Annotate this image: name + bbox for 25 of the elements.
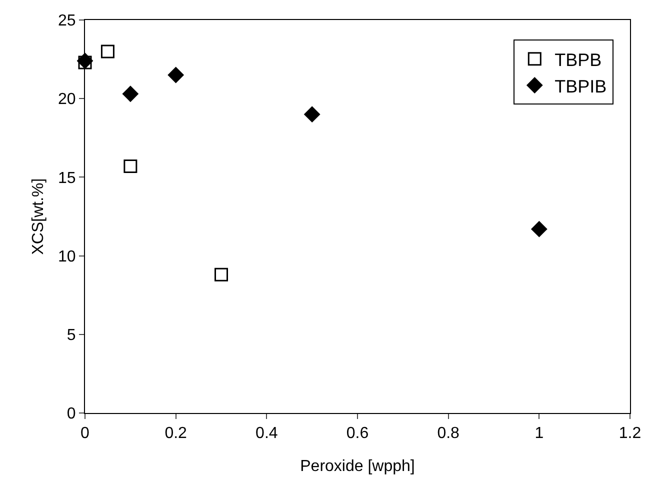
point	[168, 67, 184, 83]
legend-label: TBPB	[554, 50, 602, 70]
y-tick-label: 5	[66, 327, 76, 344]
x-tick-label: 0.8	[437, 425, 460, 442]
point	[531, 221, 548, 237]
x-tick-label: 1	[534, 425, 544, 442]
y-tick-label: 20	[58, 91, 76, 108]
y-tick-label: 0	[66, 406, 76, 423]
point	[124, 159, 138, 173]
y-tick-label: 10	[58, 248, 76, 266]
point	[304, 106, 320, 122]
x-tick-label: 0.4	[256, 425, 278, 442]
y-tick-label: 15	[58, 170, 76, 187]
point	[100, 44, 114, 58]
point	[77, 52, 93, 69]
y-tick-label: 25	[58, 12, 76, 30]
x-tick-label: 0.2	[164, 425, 188, 442]
point	[122, 86, 138, 102]
point	[214, 268, 228, 282]
legend-label: TBPIB	[554, 76, 607, 96]
x-axis-title: Peroxide [wpph]	[300, 458, 415, 475]
y-axis-title: XCS[wt.%]	[30, 178, 47, 255]
x-tick-label: 0.6	[346, 425, 369, 442]
x-tick-label: 1.2	[618, 425, 642, 442]
x-tick-label: 0	[80, 425, 90, 442]
